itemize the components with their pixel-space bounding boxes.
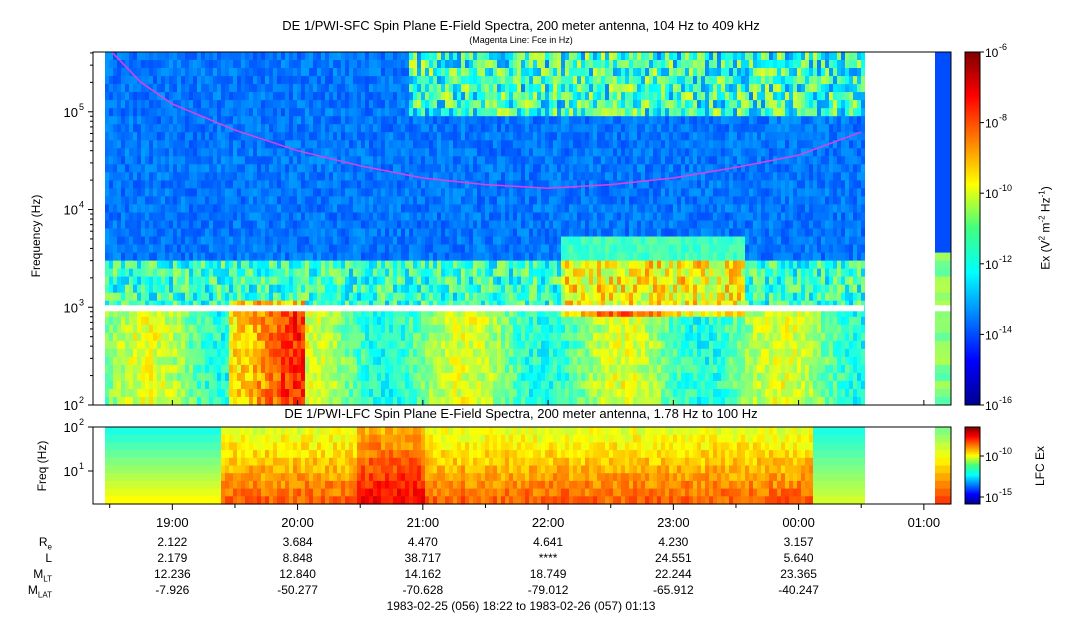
band-gap — [105, 305, 864, 312]
ephemeris-value: 14.162 — [404, 567, 442, 581]
sfc-ylabel: Frequency (Hz) — [29, 194, 43, 278]
axes: 10 210 310 410 510 110 219:00 20:00 21:00 22:00 23… — [64, 42, 1012, 530]
sfc-colorbar-tick: 10 — [985, 117, 999, 131]
xtick-label: 20:00 — [281, 515, 314, 530]
fce-line — [111, 51, 862, 190]
xtick-label: 21:00 — [407, 515, 440, 530]
sfc-colorbar — [964, 51, 981, 406]
ephemeris-value: 38.717 — [404, 551, 442, 565]
ephemeris-value: -70.628 — [402, 583, 444, 597]
ephemeris-value: 2.179 — [157, 551, 188, 565]
lfc-ytick-label: 10 — [64, 420, 78, 435]
ephemeris-label: MLAT — [27, 583, 52, 600]
sfc-ytick-label: 10 — [64, 105, 78, 120]
ephemeris-value: -40.247 — [778, 583, 819, 597]
ephemeris-value: 5.640 — [783, 551, 814, 565]
ephemeris-label: Re — [38, 535, 52, 552]
lfc-colorbar-label: LFC Ex — [1033, 445, 1047, 487]
ephemeris-value: -79.012 — [527, 583, 569, 597]
sfc-frame — [92, 51, 952, 406]
lfc-title: DE 1/PWI-LFC Spin Plane E-Field Spectra,… — [284, 406, 758, 421]
ephemeris-label: L — [45, 551, 52, 565]
lfc-spectrogram — [105, 427, 951, 505]
sfc-colorbar-tick: 10 — [985, 46, 999, 60]
ephemeris-value: 24.551 — [654, 551, 692, 565]
sfc-spectrogram — [105, 51, 951, 406]
ephemeris-value: 3.684 — [282, 535, 313, 549]
sfc-subtitle: (Magenta Line: Fce in Hz) — [469, 35, 573, 45]
lfc-frame — [92, 426, 952, 505]
ephemeris-value: 4.470 — [407, 535, 438, 549]
ephemeris-value: 12.840 — [279, 567, 316, 581]
ephemeris-value: 18.749 — [529, 567, 567, 581]
xtick-label: 23:00 — [657, 515, 690, 530]
xtick-label: 00:00 — [782, 515, 815, 530]
ephemeris-value: 4.641 — [533, 535, 564, 549]
lfc-ylabel: Freq (Hz) — [35, 440, 49, 492]
ephemeris-value: -50.277 — [277, 583, 318, 597]
sfc-colorbar-label: Ex (V2 m-2 Hz-1) — [1037, 186, 1053, 270]
sfc-ytick-label: 10 — [64, 300, 78, 315]
sfc-colorbar-tick: 10 — [985, 328, 999, 342]
ephemeris-value: -65.912 — [652, 583, 694, 597]
sfc-colorbar-tick: 10 — [985, 399, 999, 413]
xtick-label: 22:00 — [532, 515, 565, 530]
xtick-label: 01:00 — [908, 515, 941, 530]
sfc-ytick-label: 10 — [64, 398, 78, 413]
time-range-footer: 1983-02-25 (056) 18:22 to 1983-02-26 (05… — [386, 599, 656, 613]
ephemeris-value: 2.122 — [157, 535, 188, 549]
ephemeris-value: **** — [538, 551, 558, 565]
ephemeris-value: 23.365 — [780, 567, 817, 581]
lfc-colorbar-tick: 10 — [985, 491, 999, 505]
ephemeris-value: 8.848 — [282, 551, 313, 565]
ephemeris-value: 22.244 — [654, 567, 692, 581]
lfc-colorbar — [964, 426, 981, 505]
ephemeris-value: 4.230 — [658, 535, 689, 549]
ephemeris-value: 3.157 — [783, 535, 814, 549]
ephemeris-value: 12.236 — [153, 567, 191, 581]
ephemeris-label: MLT — [33, 567, 52, 584]
sfc-ytick-label: 10 — [64, 203, 78, 218]
lfc-ytick-label: 10 — [64, 464, 78, 479]
sfc-title: DE 1/PWI-SFC Spin Plane E-Field Spectra,… — [282, 18, 760, 33]
ephemeris-value: -7.926 — [155, 583, 190, 597]
sfc-colorbar-tick: 10 — [985, 258, 999, 272]
xtick-label: 19:00 — [156, 515, 189, 530]
lfc-colorbar-tick: 10 — [985, 450, 999, 464]
sfc-colorbar-tick: 10 — [985, 187, 999, 201]
